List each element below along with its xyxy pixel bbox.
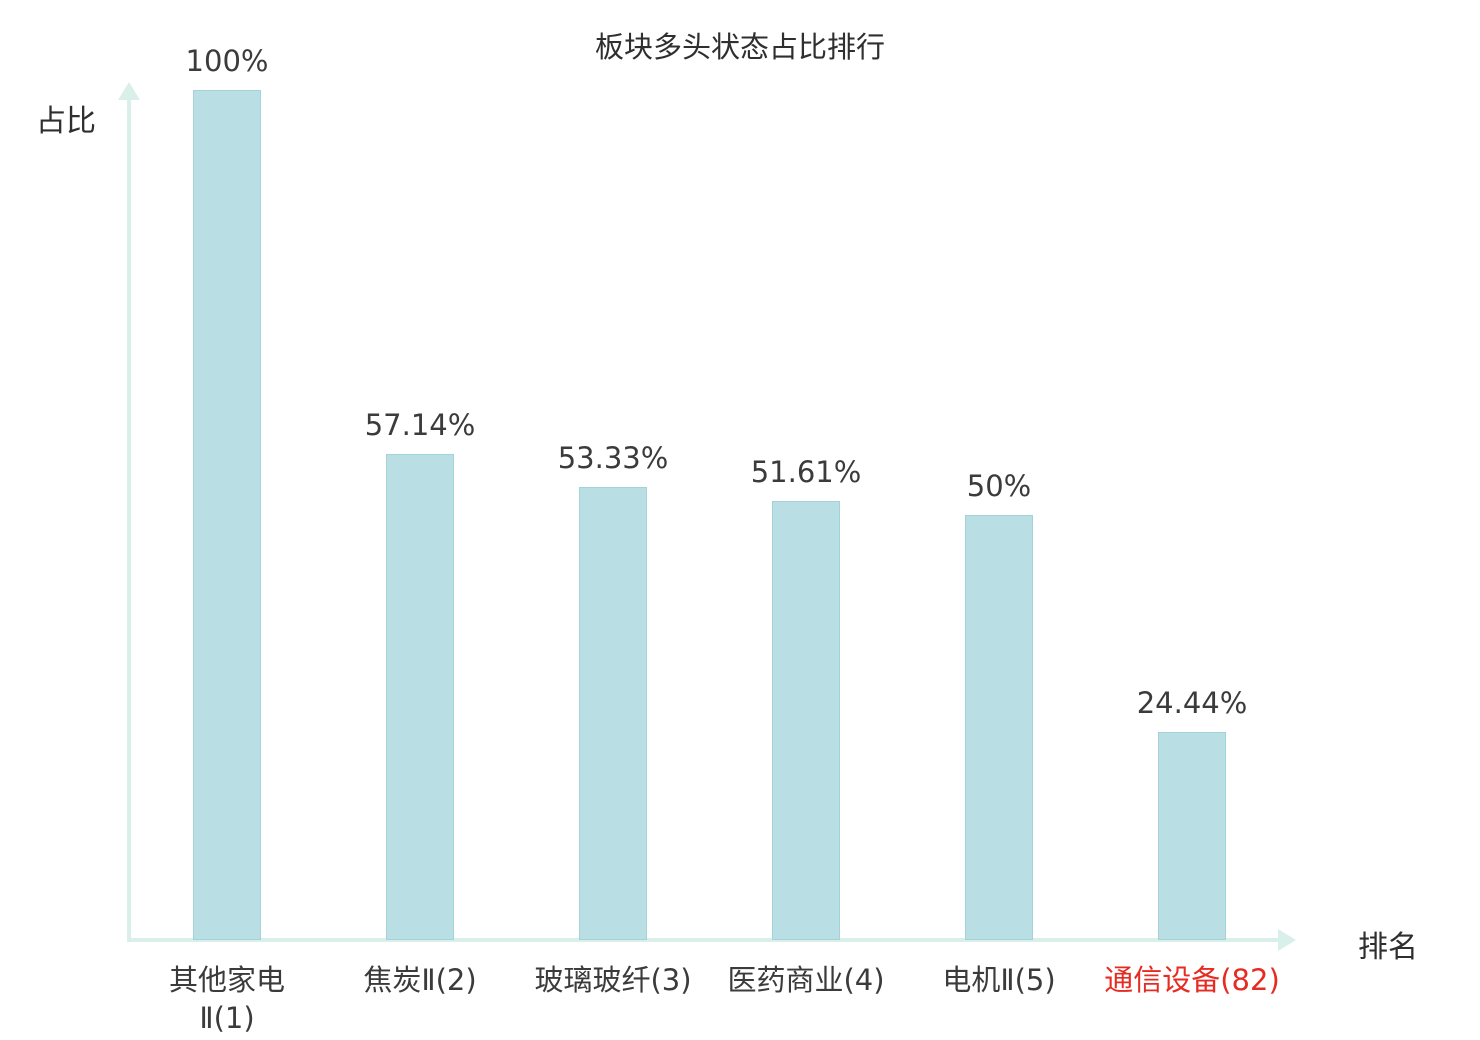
y-axis-arrow [118, 82, 140, 100]
bar-value-label: 53.33% [557, 440, 669, 475]
y-axis-line [127, 98, 131, 942]
x-axis-arrow [1278, 929, 1296, 951]
bar [386, 454, 454, 940]
bar-category-label: 电机Ⅱ(5) [942, 962, 1055, 1000]
bar-group: 53.33% 玻璃玻纤(3) [534, 441, 691, 997]
bar-category-line: Ⅱ(1) [199, 1000, 255, 1035]
bar-value-label: 24.44% [1136, 686, 1248, 721]
y-axis-label: 占比 [36, 104, 96, 139]
bar-category-line: 医药商业(4) [727, 963, 885, 997]
bar [1158, 732, 1226, 940]
bar-category-label: 玻璃玻纤(3) [534, 962, 691, 1000]
bar [193, 90, 261, 940]
bar-category-line: 电机Ⅱ(5) [942, 963, 1056, 997]
chart-title: 板块多头状态占比排行 [594, 30, 885, 64]
bar-value-label: 100% [185, 44, 269, 78]
bar-category-line: 其他家电 [168, 963, 286, 997]
bar-group: 57.14% 焦炭Ⅱ(2) [363, 408, 476, 997]
bar-category-line: 通信设备(82) [1104, 963, 1280, 997]
bar-category-label: 通信设备(82) [1104, 962, 1280, 1000]
bar-group: 50% 电机Ⅱ(5) [942, 469, 1055, 997]
bar [579, 486, 647, 940]
bar [965, 515, 1033, 940]
bar-group: 51.61% 医药商业(4) [727, 455, 884, 997]
bar-category-line: 玻璃玻纤(3) [534, 963, 692, 997]
bar-category-label: 医药商业(4) [727, 962, 884, 1000]
bar-value-label: 50% [966, 469, 1032, 503]
bar-category-label: 焦炭Ⅱ(2) [363, 962, 476, 1000]
x-axis-label: 排名 [1358, 930, 1418, 965]
bar-value-label: 51.61% [750, 455, 862, 490]
x-axis-line [127, 938, 1279, 942]
bar-group: 24.44% 通信设备(82) [1104, 686, 1280, 997]
bar [772, 501, 840, 940]
bar-group: 100% 其他家电 Ⅱ(1) [169, 44, 285, 1035]
bar-category-label: 其他家电 Ⅱ(1) [169, 962, 285, 1037]
bar-category-line: 焦炭Ⅱ(2) [363, 963, 477, 997]
bar-value-label: 57.14% [364, 408, 476, 443]
